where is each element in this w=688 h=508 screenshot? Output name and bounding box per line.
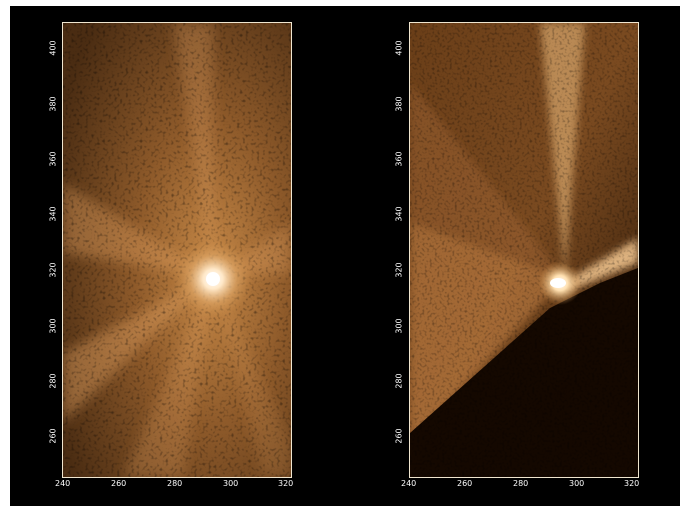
right-y-tick-260: 260 [394,428,404,444]
right-image-panel [409,22,639,478]
right-y-tick-360: 360 [394,151,404,167]
left-y-tick-340: 340 [48,206,58,222]
left-x-tick-260: 260 [111,479,127,488]
left-x-tick-240: 240 [55,479,71,488]
left-y-tick-360: 360 [48,151,58,167]
left-y-tick-260: 260 [48,428,58,444]
left-image-panel [62,22,292,478]
right-y-tick-280: 280 [394,373,404,389]
left-x-tick-300: 300 [223,479,239,488]
right-x-tick-260: 260 [457,479,473,488]
right-x-tick-320: 320 [624,479,640,488]
left-y-tick-320: 320 [48,262,58,278]
left-x-tick-280: 280 [167,479,183,488]
left-y-tick-400: 400 [48,40,58,56]
left-y-tick-380: 380 [48,96,58,112]
right-y-tick-340: 340 [394,206,404,222]
left-x-tick-320: 320 [278,479,294,488]
left-dust-image [63,23,291,477]
right-x-tick-240: 240 [401,479,417,488]
right-y-tick-380: 380 [394,96,404,112]
right-y-tick-400: 400 [394,40,404,56]
left-y-tick-280: 280 [48,373,58,389]
right-y-tick-320: 320 [394,262,404,278]
right-x-tick-280: 280 [513,479,529,488]
right-dust-image [410,23,638,477]
left-y-tick-300: 300 [48,318,58,334]
figure: 240 260 280 300 320 400 380 360 340 320 … [10,6,680,506]
right-y-tick-300: 300 [394,318,404,334]
right-x-tick-300: 300 [569,479,585,488]
